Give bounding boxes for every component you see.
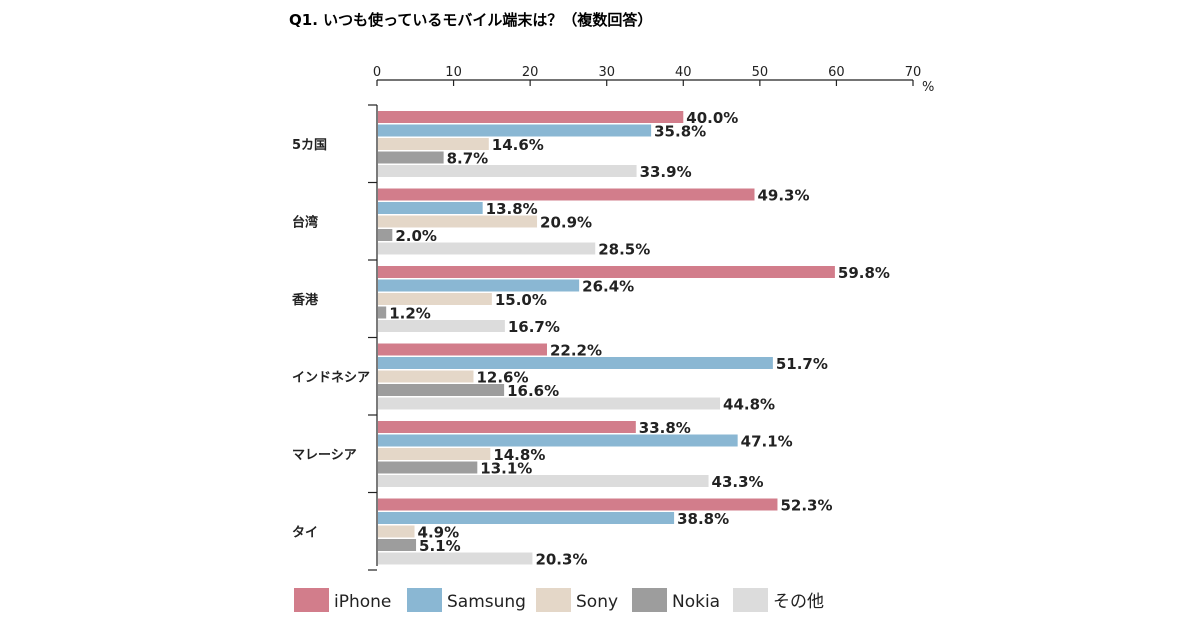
legend-label: Samsung xyxy=(447,592,526,612)
data-label: 59.8% xyxy=(838,264,890,282)
data-label: 12.6% xyxy=(476,369,528,387)
bar xyxy=(378,229,393,241)
data-label: 15.0% xyxy=(495,291,547,309)
data-label: 1.2% xyxy=(389,305,431,323)
data-label: 5.1% xyxy=(419,537,461,555)
legend-swatch xyxy=(632,588,667,612)
bar xyxy=(378,384,505,396)
bar xyxy=(378,498,778,511)
bar xyxy=(378,215,538,228)
legend-label: Sony xyxy=(576,592,618,612)
bar xyxy=(378,448,491,460)
data-label: 20.3% xyxy=(535,551,587,569)
data-label: 22.2% xyxy=(550,342,602,360)
data-label: 33.8% xyxy=(639,419,691,437)
data-label: 13.8% xyxy=(486,200,538,218)
x-tick-label: 0 xyxy=(373,65,381,80)
legend-swatch xyxy=(536,588,571,612)
legend-swatch xyxy=(407,588,442,612)
data-label: 2.0% xyxy=(395,227,437,245)
bar xyxy=(378,188,755,201)
data-label: 16.7% xyxy=(508,318,560,336)
data-label: 49.3% xyxy=(757,187,809,205)
data-label: 40.0% xyxy=(686,109,738,127)
x-tick-label: 60 xyxy=(828,65,845,80)
x-tick-label: 20 xyxy=(522,65,539,80)
bar xyxy=(378,421,636,433)
x-tick-label: 50 xyxy=(752,65,769,80)
bar xyxy=(378,151,444,164)
legend-label: その他 xyxy=(773,592,824,612)
bar xyxy=(378,111,684,123)
bar xyxy=(378,370,474,383)
x-tick-label: 70 xyxy=(905,65,922,80)
bar xyxy=(378,461,478,474)
unit-label: % xyxy=(922,80,934,95)
data-label: 14.6% xyxy=(492,136,544,154)
data-label: 16.6% xyxy=(507,382,559,400)
data-label: 35.8% xyxy=(654,123,706,141)
bar xyxy=(378,266,835,278)
category-label: タイ xyxy=(292,525,318,540)
bar xyxy=(378,552,533,565)
bar xyxy=(378,397,721,410)
category-label: マレーシア xyxy=(292,448,357,463)
legend-label: Nokia xyxy=(672,592,720,612)
data-label: 51.7% xyxy=(776,355,828,373)
bar xyxy=(378,343,547,356)
legend-label: iPhone xyxy=(334,592,391,612)
data-label: 44.8% xyxy=(723,396,775,414)
bar xyxy=(378,242,596,255)
x-tick-label: 40 xyxy=(675,65,692,80)
data-label: 14.8% xyxy=(493,446,545,464)
bar xyxy=(378,279,580,292)
data-label: 38.8% xyxy=(677,510,729,528)
bar xyxy=(378,320,505,332)
data-label: 8.7% xyxy=(447,150,489,168)
data-label: 26.4% xyxy=(582,278,634,296)
bar xyxy=(378,539,417,551)
bar xyxy=(378,475,709,487)
legend-swatch xyxy=(733,588,768,612)
bar xyxy=(378,306,387,319)
bar xyxy=(378,202,483,214)
x-tick-label: 10 xyxy=(445,65,462,80)
bar xyxy=(378,357,773,369)
bar xyxy=(378,525,415,538)
chart-title: Q1. いつも使っているモバイル端末は？（複数回答） xyxy=(289,11,652,29)
category-label: インドネシア xyxy=(292,370,370,385)
data-label: 52.3% xyxy=(780,497,832,515)
data-label: 4.9% xyxy=(418,524,460,542)
bar xyxy=(378,138,489,150)
x-tick-label: 30 xyxy=(598,65,615,80)
bar xyxy=(378,434,738,447)
legend-swatch xyxy=(294,588,329,612)
bar xyxy=(378,293,492,305)
category-label: 5カ国 xyxy=(292,138,327,153)
data-label: 43.3% xyxy=(712,473,764,491)
bar xyxy=(378,512,675,524)
data-label: 28.5% xyxy=(598,241,650,259)
data-label: 20.9% xyxy=(540,214,592,232)
category-label: 香港 xyxy=(291,292,319,308)
bar xyxy=(378,165,637,177)
bar xyxy=(378,124,652,137)
data-label: 47.1% xyxy=(741,433,793,451)
data-label: 13.1% xyxy=(480,460,532,478)
category-label: 台湾 xyxy=(292,214,318,230)
data-label: 33.9% xyxy=(640,163,692,181)
